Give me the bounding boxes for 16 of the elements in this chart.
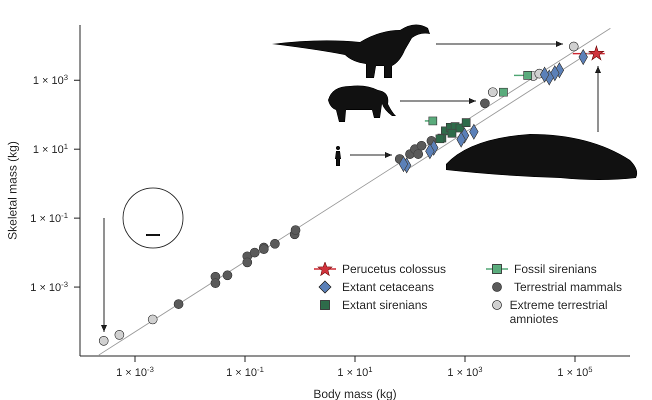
legend-label: Extant cetaceans: [342, 280, 434, 294]
legend-label: Extreme terrestrial amniotes: [510, 298, 609, 326]
y-tick-label: 1 × 10$^{1}$: [32, 142, 68, 156]
legend-label: Extant sirenians: [342, 298, 428, 312]
y-tick-label: 1 × 10$^{-3}$: [30, 280, 68, 294]
legend-label: Fossil sirenians: [514, 262, 597, 276]
y-tick-label: 1 × 10$^{-1}$: [30, 210, 68, 226]
legend-label: Terrestrial mammals: [514, 280, 622, 294]
legend-label: Perucetus colossus: [342, 262, 446, 276]
x-tick-label: 1 × 10$^{1}$: [337, 364, 373, 379]
y-tick-label: 1 × 10$^{3}$: [32, 72, 68, 88]
x-tick-label: 1 × 10$^{-3}$: [116, 364, 154, 379]
x-tick-label: 1 × 10$^{-1}$: [226, 364, 264, 379]
x-tick-label: 1 × 10$^{5}$: [557, 364, 593, 379]
y-axis-title: Skeletal mass (kg): [5, 141, 20, 240]
x-tick-label: 1 × 10$^{3}$: [447, 364, 483, 379]
